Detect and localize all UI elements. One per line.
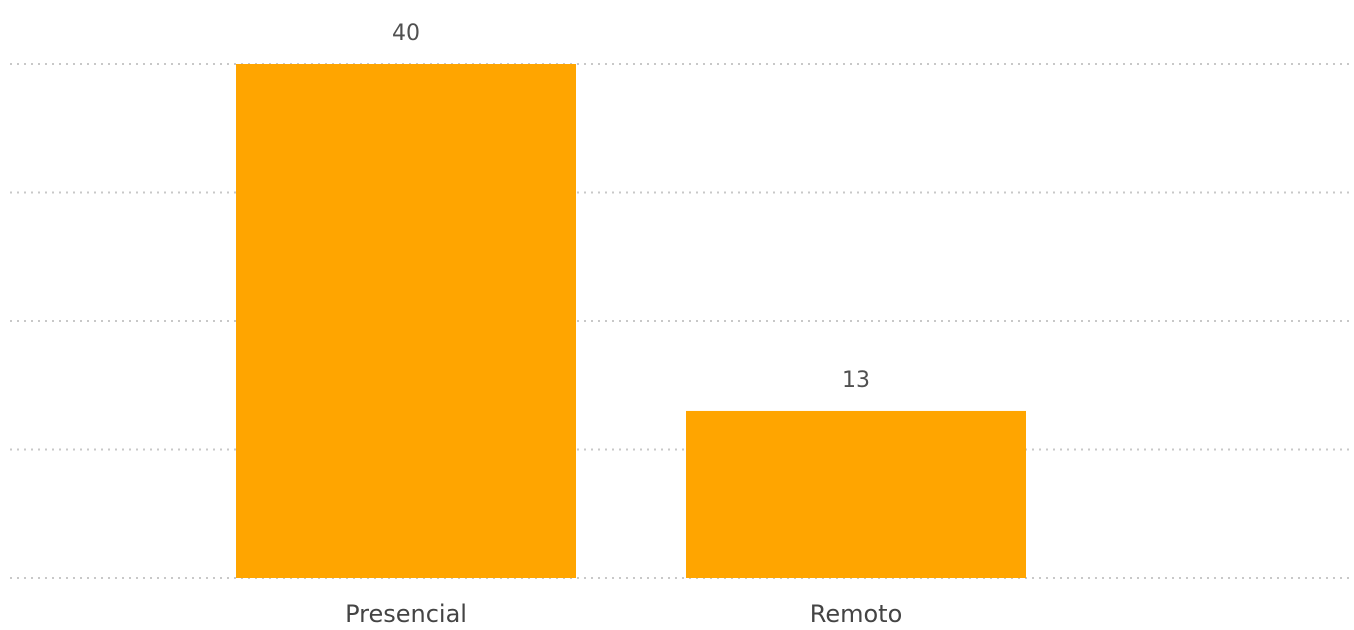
bar-remoto[interactable] (686, 410, 1026, 578)
data-label-remoto: 13 (842, 368, 870, 393)
gridlines (10, 63, 1354, 579)
bar-presencial[interactable] (236, 64, 576, 578)
x-axis-tick-labels: Presencial Remoto (345, 600, 902, 628)
bars (236, 64, 1026, 578)
x-tick-label-presencial: Presencial (345, 600, 467, 628)
data-labels: 40 13 (392, 21, 870, 393)
x-tick-label-remoto: Remoto (810, 600, 903, 628)
data-label-presencial: 40 (392, 21, 420, 46)
